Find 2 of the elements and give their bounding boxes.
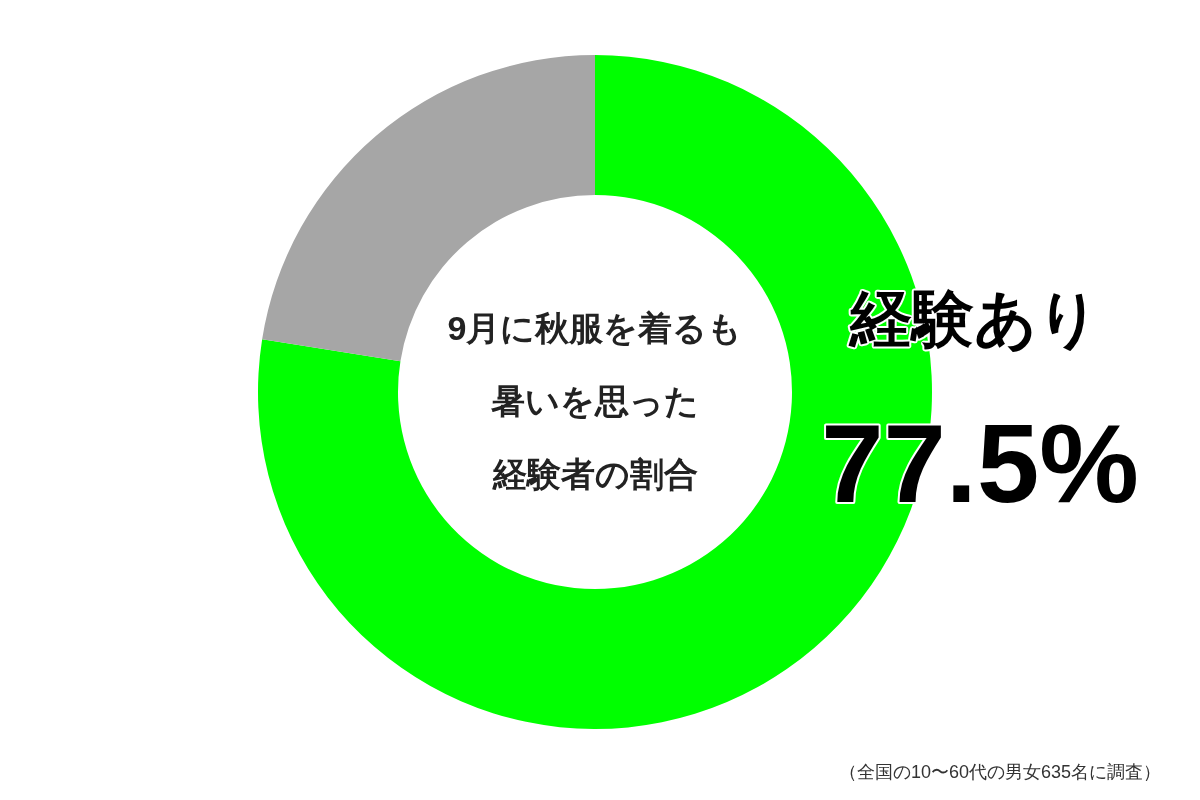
text: 9月に秋服を着るも暑いを思った経験者の割合 <box>447 309 743 493</box>
text: （全国の10〜60代の男女635名に調査） <box>838 762 1162 782</box>
